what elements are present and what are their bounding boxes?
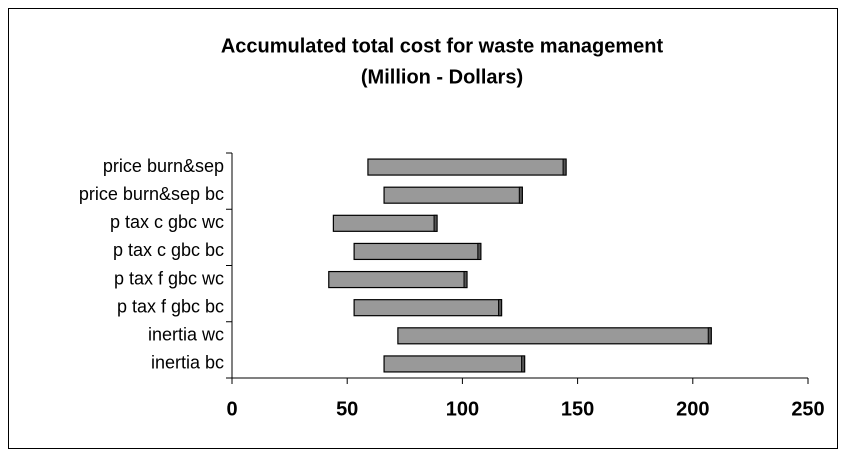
bar <box>397 327 712 345</box>
chart-title: Accumulated total cost for waste managem… <box>221 35 664 57</box>
bar <box>367 158 567 176</box>
category-label: p tax f gbc bc <box>117 296 224 316</box>
category-label: p tax f gbc wc <box>114 268 224 288</box>
category-label: inertia wc <box>148 325 224 345</box>
chart-subtitle: (Million - Dollars) <box>361 66 523 88</box>
category-label: p tax c gbc wc <box>110 212 224 232</box>
bar <box>328 270 468 289</box>
category-label: inertia bc <box>151 353 224 373</box>
category-label: price burn&sep <box>103 156 224 176</box>
bar-end-cap <box>518 186 523 204</box>
x-tick-label: 100 <box>446 398 479 420</box>
bar-end-cap <box>463 271 468 289</box>
bar <box>383 186 523 204</box>
x-tick-label: 150 <box>561 398 594 420</box>
bar <box>332 214 438 232</box>
bar-end-cap <box>477 242 482 260</box>
bar <box>383 355 526 373</box>
bar-end-cap <box>433 214 438 232</box>
x-tick-label: 50 <box>336 398 358 420</box>
x-tick-label: 200 <box>676 398 709 420</box>
bar-end-cap <box>707 327 712 345</box>
bar <box>353 242 482 261</box>
bar-end-cap <box>521 355 526 373</box>
x-tick-label: 0 <box>226 398 237 420</box>
category-label: p tax c gbc bc <box>113 240 224 260</box>
bar-end-cap <box>498 299 503 317</box>
x-tick-label: 250 <box>791 398 824 420</box>
category-label: price burn&sep bc <box>79 184 224 204</box>
bar-end-cap <box>562 158 567 176</box>
bar <box>353 299 503 317</box>
